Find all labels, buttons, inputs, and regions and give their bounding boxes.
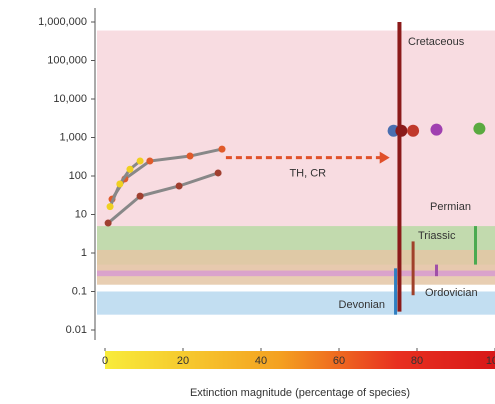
lineage-dot [187,153,194,160]
lineage-dot [215,169,222,176]
event-label: Triassic [418,230,456,242]
x-tick-label: 20 [177,355,189,367]
y-tick-label: 1,000 [59,131,87,143]
lineage-dot [137,158,144,165]
y-tick-label: 1,000,000 [38,16,87,28]
y-tick-label: 100 [69,170,87,182]
lineage-dot [107,203,114,210]
lineage-dot [105,220,112,227]
y-tick-label: 10 [75,208,87,220]
colorbar [105,351,495,369]
event-label: Permian [430,201,471,213]
projection-dot [431,124,443,136]
lineage-dot [219,146,226,153]
y-tick-label: 10,000 [53,93,87,105]
x-tick-label: 60 [333,355,345,367]
chart: 0.01 0.1 1 10 100 1,000 10,000 100,000 1,000,000… [0,0,495,404]
x-tick-label: 0 [102,355,108,367]
y-tick-label: 0.1 [72,285,87,297]
y-tick-label: 1 [81,247,87,259]
projection-dot [407,125,419,137]
x-tick-label: 100 [486,355,495,367]
x-axis-label: Extinction magnitude (percentage of spec… [190,387,410,399]
projection-dot [395,125,407,137]
event-label: Devonian [339,299,385,311]
y-tick-label: 0.01 [66,324,87,336]
lineage-dot [146,158,153,165]
lineage-dot [137,193,144,200]
y-tick-label: 100,000 [47,54,87,66]
event-label: Ordovician [425,287,478,299]
lineage-dot [116,180,123,187]
lineage-dot [126,166,133,173]
x-tick-label: 40 [255,355,267,367]
arrow-label: TH, CR [289,168,326,180]
event-label: Cretaceous [408,36,465,48]
x-tick-label: 80 [411,355,423,367]
projection-dot [473,123,485,135]
lineage-dot [176,182,183,189]
